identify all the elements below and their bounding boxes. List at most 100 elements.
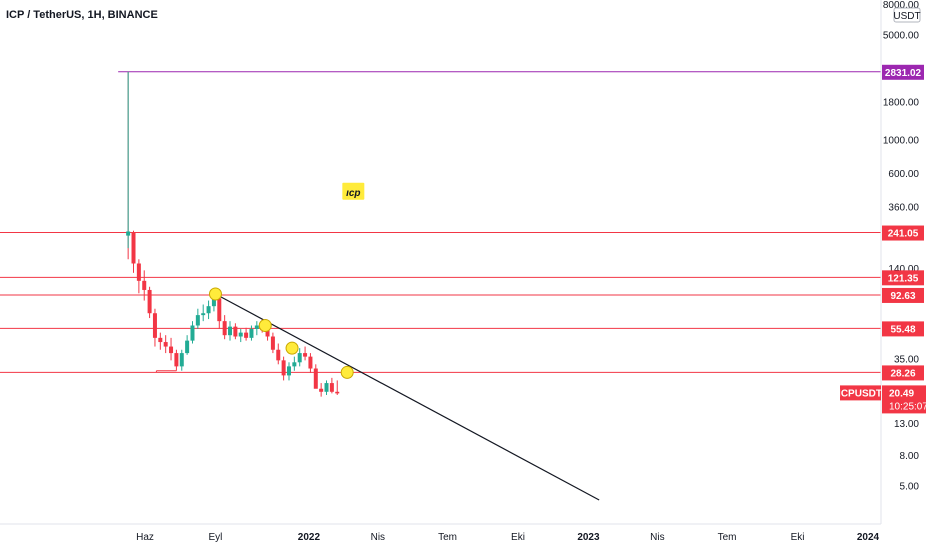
x-tick-label-8: Tem [718, 532, 737, 543]
candle-29[interactable] [281, 356, 286, 381]
candle-0[interactable] [126, 71, 131, 249]
price-tag-label: 92.63 [890, 291, 915, 302]
candle-11[interactable] [185, 335, 190, 355]
candle-body [286, 366, 291, 376]
candle-body [158, 337, 163, 343]
candle-23[interactable] [249, 325, 254, 341]
candle-body [163, 342, 168, 347]
candle-9[interactable] [174, 349, 179, 371]
touch-point-1[interactable] [258, 318, 272, 332]
candle-body [195, 315, 200, 326]
candle-body [201, 313, 206, 316]
candle-body [174, 353, 179, 367]
price-tag-3[interactable]: 92.63 [882, 287, 924, 303]
time-axis: Haz Eyl 2022 Nis Tem Eki 2023 Nis Tem Eki 2024 [136, 532, 879, 543]
candle-6[interactable] [158, 332, 163, 350]
candle-body [142, 280, 147, 290]
candle-12[interactable] [190, 321, 195, 344]
candle-body [308, 356, 313, 369]
candle-body [211, 298, 216, 307]
candle-body [228, 326, 233, 336]
candle-2[interactable] [136, 259, 141, 294]
candle-33[interactable] [303, 346, 308, 361]
candle-3[interactable] [142, 270, 147, 301]
candle-34[interactable] [308, 353, 313, 374]
candle-body [222, 321, 227, 336]
touch-point-2[interactable] [285, 341, 299, 355]
price-tag-5[interactable]: 28.26 [882, 365, 924, 381]
candle-27[interactable] [270, 332, 275, 354]
candle-body [206, 306, 211, 314]
candle-37[interactable] [324, 380, 329, 395]
icp-badge-label: ıcp [346, 188, 360, 199]
chart-title: ICP / TetherUS, 1H, BINANCE [6, 9, 158, 21]
icp-badge[interactable] [342, 182, 365, 200]
candle-body [319, 388, 324, 392]
candle-21[interactable] [238, 328, 243, 343]
x-tick-label-2: 2022 [298, 532, 321, 543]
candle-36[interactable] [319, 383, 324, 397]
candle-17[interactable] [217, 295, 222, 329]
y-tick-label-4: 600.00 [888, 169, 919, 180]
candle-body [292, 362, 297, 367]
price-tags: 2831.02 241.05 121.35 92.63 55.48 28.26 20.49 1… [838, 64, 928, 414]
candle-8[interactable] [169, 337, 174, 361]
candle-body [238, 332, 243, 337]
y-tick-label-5: 360.00 [888, 202, 919, 213]
candle-14[interactable] [201, 304, 206, 322]
candle-38[interactable] [329, 377, 334, 394]
candle-body [244, 332, 249, 338]
price-tag-box [882, 270, 924, 286]
candle-body [270, 336, 275, 350]
symbol-tag-box [840, 385, 881, 401]
touch-point-3[interactable] [340, 365, 354, 379]
candle-28[interactable] [276, 343, 281, 365]
price-tag-0[interactable]: 2831.02 [882, 64, 924, 80]
y-tick-label-2: 1800.00 [883, 97, 920, 108]
candle-1[interactable] [131, 230, 136, 273]
candle-body [147, 289, 152, 314]
last-price-tag[interactable]: 20.49 10:25:07 [882, 385, 928, 414]
candle-35[interactable] [313, 364, 318, 389]
candle-body [126, 231, 131, 236]
symbol-tag[interactable]: ICPUSDT [838, 385, 882, 401]
candle-18[interactable] [222, 315, 227, 340]
candles [126, 71, 340, 397]
price-tag-2[interactable]: 121.35 [882, 270, 924, 286]
price-tag-box [882, 64, 924, 80]
candle-22[interactable] [244, 327, 249, 341]
candle-body [190, 325, 195, 341]
y-tick-label-3: 1000.00 [883, 136, 920, 147]
candle-7[interactable] [163, 335, 168, 354]
candle-5[interactable] [152, 308, 157, 347]
candle-body [297, 353, 302, 363]
candle-10[interactable] [179, 349, 184, 371]
y-tick-label-8: 13.00 [894, 419, 919, 430]
x-tick-label-6: 2023 [577, 532, 600, 543]
candle-4[interactable] [147, 286, 152, 319]
candle-19[interactable] [228, 321, 233, 341]
candle-body [265, 330, 270, 337]
candle-15[interactable] [206, 300, 211, 320]
countdown-label: 10:25:07 [889, 401, 928, 412]
y-tick-label-0: 8000.00 [883, 0, 920, 11]
price-tag-label: 2831.02 [885, 68, 922, 79]
trendline[interactable] [215, 293, 600, 501]
candle-39[interactable] [335, 380, 340, 395]
candle-30[interactable] [286, 362, 291, 381]
price-tag-4[interactable]: 55.48 [882, 321, 924, 337]
candle-24[interactable] [254, 321, 259, 336]
candle-13[interactable] [195, 308, 200, 329]
x-tick-label-9: Eki [791, 532, 805, 543]
candle-32[interactable] [297, 348, 302, 367]
x-tick-label-7: Nis [650, 532, 664, 543]
price-tag-1[interactable]: 241.05 [882, 225, 924, 241]
candle-body [329, 383, 334, 392]
candle-body [131, 232, 136, 264]
currency-badge[interactable]: USDT [893, 7, 921, 23]
touch-point-0[interactable] [208, 287, 222, 301]
candle-31[interactable] [292, 356, 297, 371]
candle-body [152, 313, 157, 338]
candle-20[interactable] [233, 323, 238, 340]
